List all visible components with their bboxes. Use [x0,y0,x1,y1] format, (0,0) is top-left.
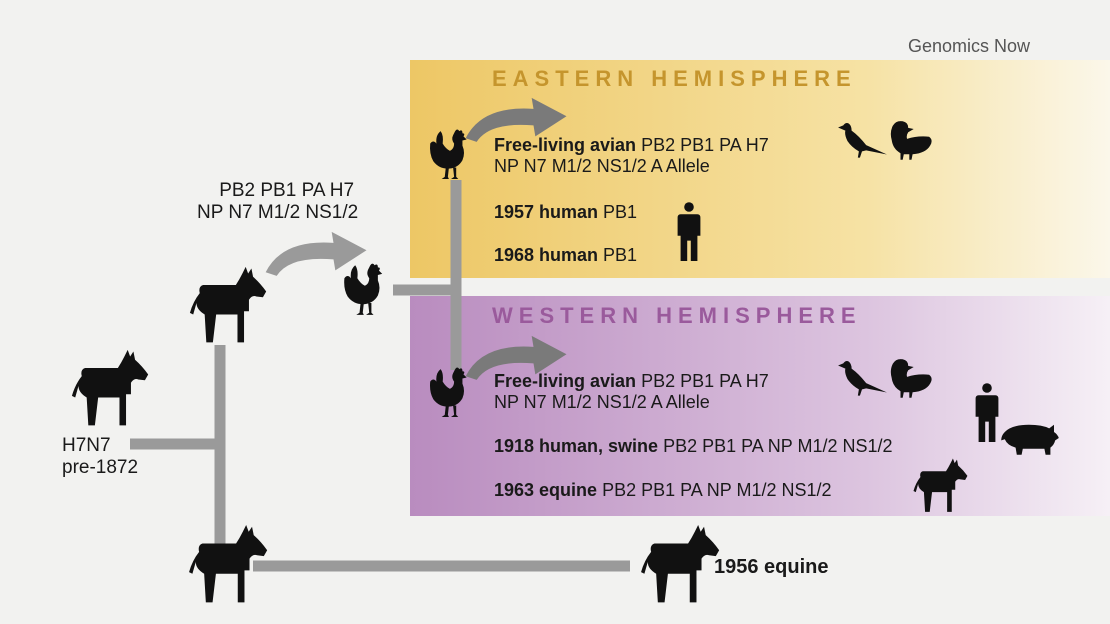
root-era: pre-1872 [62,456,139,478]
eastern-avian-genes2: NP N7 M1/2 NS1/2 A Allele [494,155,710,176]
western-avian: Free-living avian PB2 PB1 PA H7 NP N7 M1… [494,371,769,412]
western-avian-genes2: NP N7 M1/2 NS1/2 A Allele [494,391,710,412]
equine-1956-label: 1956 equine [714,556,829,578]
root-subtype: H7N7 [62,435,111,456]
horse-icon [189,266,267,343]
western-1963: 1963 equine PB2 PB1 PA NP M1/2 NS1/2 [494,480,832,501]
western-1963-genes: PB2 PB1 PA NP M1/2 NS1/2 [597,480,832,500]
eastern-1957-genes: PB1 [598,202,638,222]
eastern-title: EASTERN HEMISPHERE [492,66,857,91]
western-avian-host: Free-living avian [494,371,637,391]
western-1963-host: 1963 equine [494,480,598,500]
western-1918-host: 1918 human, swine [494,436,659,456]
arrow-icon [265,231,367,276]
rooster-icon [344,263,383,315]
lineage-lines [130,180,630,572]
eastern-1968-host: 1968 human [494,245,599,265]
western-1918-genes: PB2 PB1 PA NP M1/2 NS1/2 [658,436,893,456]
western-1918: 1918 human, swine PB2 PB1 PA NP M1/2 NS1… [494,436,893,457]
transfer-genes-line2: NP N7 M1/2 NS1/2 [197,201,359,223]
horse-icon [641,525,720,603]
transfer-genes-line1: PB2 PB1 PA H7 [219,180,355,201]
eastern-1957: 1957 human PB1 [494,202,637,223]
horse-icon [71,349,149,426]
eastern-1968: 1968 human PB1 [494,245,637,266]
eastern-avian: Free-living avian PB2 PB1 PA H7 NP N7 M1… [494,135,769,176]
eastern-1968-genes: PB1 [598,245,638,265]
brand-label: Genomics Now [908,36,1031,56]
western-avian-genes1: PB2 PB1 PA H7 [636,371,769,391]
western-title: WESTERN HEMISPHERE [492,303,862,328]
eastern-1957-host: 1957 human [494,202,599,222]
eastern-avian-host: Free-living avian [494,135,637,155]
transfer-genes: PB2 PB1 PA H7 NP N7 M1/2 NS1/2 [197,180,358,224]
eastern-avian-genes1: PB2 PB1 PA H7 [636,135,769,155]
root-label: H7N7 pre-1872 [62,435,138,479]
eastern-band [410,60,1110,278]
